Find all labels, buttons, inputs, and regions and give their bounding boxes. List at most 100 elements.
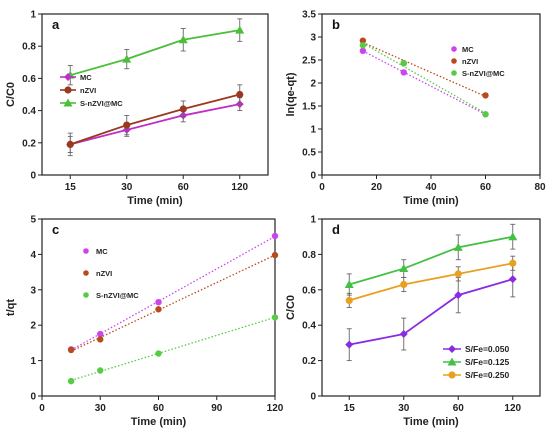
- data-point: [509, 259, 517, 267]
- data-point: [345, 340, 354, 349]
- x-tick-label: 0: [319, 182, 325, 193]
- trendline: [70, 254, 276, 352]
- data-point: [123, 121, 131, 129]
- x-tick-label: 120: [267, 403, 284, 414]
- x-axis-label: Time (min): [131, 416, 187, 428]
- y-tick-label: 1: [310, 215, 316, 226]
- legend: MC nZVI S-nZVI@MC: [451, 45, 505, 78]
- legend: S/Fe=0.050 S/Fe=0.125 S/Fe=0.250: [443, 344, 509, 380]
- panel-letter: a: [52, 17, 60, 32]
- series-S-nZVI@MC: [359, 42, 489, 118]
- legend-label: MC: [96, 247, 108, 256]
- data-point: [178, 35, 188, 44]
- legend-marker: [64, 73, 72, 81]
- trendline: [362, 42, 486, 114]
- data-point: [359, 42, 367, 49]
- x-tick-label: 15: [344, 403, 356, 414]
- series-line: [348, 262, 513, 302]
- y-tick-label: 3.5: [302, 10, 316, 21]
- series-line: [69, 93, 240, 146]
- data-point: [454, 270, 462, 278]
- data-point: [399, 264, 409, 273]
- panel-a: 0 0.2 0.4 0.6 0.8 1 15 30 60 120 Time (min) C/C0 a MC…: [5, 10, 269, 207]
- legend-marker: [451, 58, 457, 64]
- data-point: [179, 105, 187, 113]
- y-tick-label: 0: [310, 392, 316, 403]
- data-point: [155, 298, 162, 306]
- y-tick-label: 0.8: [302, 250, 316, 261]
- data-point: [67, 377, 75, 385]
- data-point: [400, 280, 408, 289]
- x-tick-label: 40: [425, 182, 437, 193]
- data-point: [271, 251, 279, 259]
- y-tick-label: 0: [310, 171, 316, 182]
- series-line: [70, 103, 240, 146]
- y-tick-label: 0.6: [22, 74, 36, 85]
- legend-label: S-nZVI@MC: [96, 291, 139, 300]
- data-point: [122, 54, 132, 63]
- x-tick-label: 30: [121, 182, 133, 193]
- trendline: [70, 235, 276, 351]
- data-point: [155, 350, 162, 357]
- data-point: [271, 232, 279, 240]
- y-axis-label: ln(qe-qt): [285, 72, 297, 116]
- y-axis-label: t/qt: [5, 299, 17, 316]
- series-S-nZVI@MC: [65, 18, 245, 86]
- data-point: [400, 60, 407, 67]
- data-point: [359, 47, 367, 54]
- plot-frame: [41, 13, 269, 176]
- data-point: [345, 296, 353, 305]
- data-point: [454, 291, 463, 300]
- series-line: [348, 235, 513, 286]
- data-point: [271, 314, 279, 321]
- legend-marker: [64, 86, 72, 94]
- series-nZVI: [67, 251, 279, 354]
- legend-marker: [83, 292, 89, 298]
- y-tick-label: 3: [30, 285, 36, 296]
- panel-letter: d: [332, 222, 340, 237]
- legend-label: S/Fe=0.250: [465, 370, 509, 380]
- legend: MC nZVI S-nZVI@MC: [60, 73, 123, 108]
- data-point: [97, 367, 104, 374]
- data-point: [236, 90, 244, 99]
- legend-marker: [447, 357, 457, 366]
- x-axis-label: Time (min): [403, 416, 459, 428]
- data-point: [453, 242, 463, 251]
- data-point: [97, 330, 104, 338]
- data-point: [97, 336, 104, 343]
- y-tick-label: 4: [30, 250, 36, 261]
- data-point: [344, 279, 354, 288]
- x-tick-label: 120: [504, 403, 521, 414]
- data-point: [508, 275, 517, 284]
- y-tick-label: 0.5: [302, 148, 316, 159]
- panel-letter: b: [332, 17, 340, 32]
- y-tick-label: 0.4: [22, 106, 36, 117]
- data-point: [155, 306, 162, 313]
- y-tick-label: 2.5: [302, 56, 316, 67]
- panel-c: 0 1 2 3 4 5 0 30 60 90 120 Time (min) t/qt c MC nZVI S-n…: [5, 215, 284, 429]
- y-tick-label: 1: [30, 356, 36, 367]
- data-point: [235, 25, 245, 34]
- data-point: [399, 330, 408, 339]
- trendline: [70, 316, 276, 382]
- legend-label: MC: [80, 73, 92, 82]
- series-line: [70, 29, 240, 77]
- x-tick-label: 120: [231, 182, 248, 193]
- y-tick-label: 1: [30, 10, 36, 21]
- x-tick-label: 80: [534, 182, 546, 193]
- x-axis-label: Time (min): [127, 195, 183, 207]
- data-point: [508, 232, 518, 241]
- data-point: [66, 140, 74, 149]
- legend-marker: [83, 248, 89, 254]
- data-point: [482, 111, 489, 118]
- y-tick-label: 0.6: [302, 285, 316, 296]
- legend-marker: [448, 371, 456, 379]
- series-nZVI: [66, 84, 244, 157]
- y-tick-label: 0.8: [22, 42, 36, 53]
- data-point: [482, 92, 489, 99]
- legend-marker: [448, 345, 456, 353]
- y-axis-label: C/C0: [5, 82, 17, 107]
- x-tick-label: 60: [453, 403, 465, 414]
- legend-label: S/Fe=0.125: [465, 357, 509, 367]
